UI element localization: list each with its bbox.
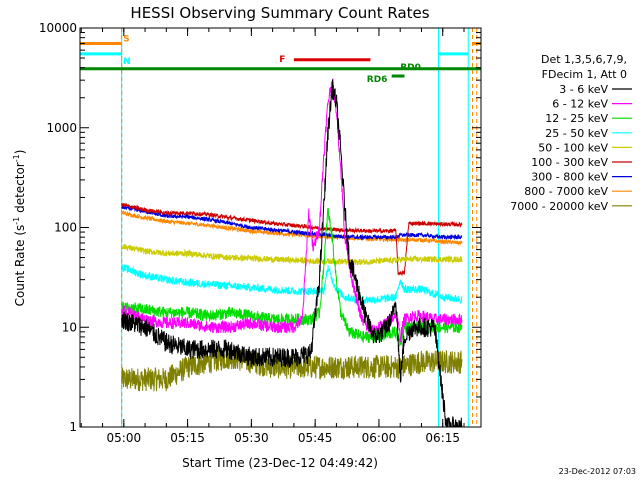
y-tick-label: 10000	[39, 21, 77, 35]
x-tick-label: 05:45	[298, 431, 333, 445]
x-tick-label: 06:00	[362, 431, 397, 445]
x-tick-label: 05:00	[107, 431, 142, 445]
series-line	[121, 243, 463, 266]
series-line	[121, 79, 463, 427]
flag-label: RD6	[367, 75, 388, 85]
series-line	[121, 264, 463, 306]
legend-label: 6 - 12 keV	[552, 98, 608, 111]
y-axis-label-sup: -1	[12, 154, 21, 162]
y-axis-label-part: detector	[13, 162, 27, 217]
y-axis-label-part: )	[13, 150, 27, 155]
plot-layer	[80, 28, 481, 427]
legend-label: 800 - 7000 keV	[524, 185, 608, 198]
legend-title: Det 1,3,5,6,7,9,	[541, 53, 627, 66]
legend-label: 50 - 100 keV	[538, 141, 608, 154]
legend-subtitle: FDecim 1, Att 0	[542, 68, 627, 81]
legend-label: 300 - 800 keV	[531, 171, 608, 184]
series-line	[121, 204, 463, 241]
flag-label: RD0	[400, 63, 421, 73]
y-axis-label-sup: -1	[12, 217, 21, 225]
x-axis-label: Start Time (23-Dec-12 04:49:42)	[182, 456, 378, 470]
legend-label: 12 - 25 keV	[545, 112, 608, 125]
y-tick-label: 1000	[46, 121, 77, 135]
legend-label: 7000 - 20000 keV	[510, 200, 608, 213]
series-line	[121, 207, 463, 346]
legend-label: 100 - 300 keV	[531, 156, 608, 169]
plot-content: S N F RD6 RD0	[80, 28, 481, 427]
flag-label: S	[123, 34, 129, 44]
series-line	[121, 78, 463, 343]
y-axis-label-part: Count Rate (s	[13, 225, 27, 307]
y-tick-label: 10	[62, 320, 77, 334]
y-axis-label: Count Rate (s-1 detector-1)	[12, 150, 27, 307]
x-tick-label: 06:15	[425, 431, 460, 445]
x-tick-label: 05:15	[170, 431, 205, 445]
flag-label: F	[279, 55, 285, 65]
flag-label: N	[123, 57, 131, 67]
axis-ticks: 05:00 05:15 05:30 05:45 06:00 06:15 1 10 100 1000…	[39, 21, 481, 445]
y-tick-label: 1	[69, 420, 77, 434]
legend-label: 25 - 50 keV	[545, 127, 608, 140]
legend-label: 3 - 6 keV	[559, 83, 608, 96]
y-tick-label: 100	[54, 221, 77, 235]
x-tick-label: 05:30	[234, 431, 269, 445]
chart-title: HESSI Observing Summary Count Rates	[130, 4, 429, 22]
series-line	[121, 202, 463, 277]
series-line	[121, 210, 463, 246]
timestamp: 23-Dec-2012 07:03	[559, 467, 636, 476]
